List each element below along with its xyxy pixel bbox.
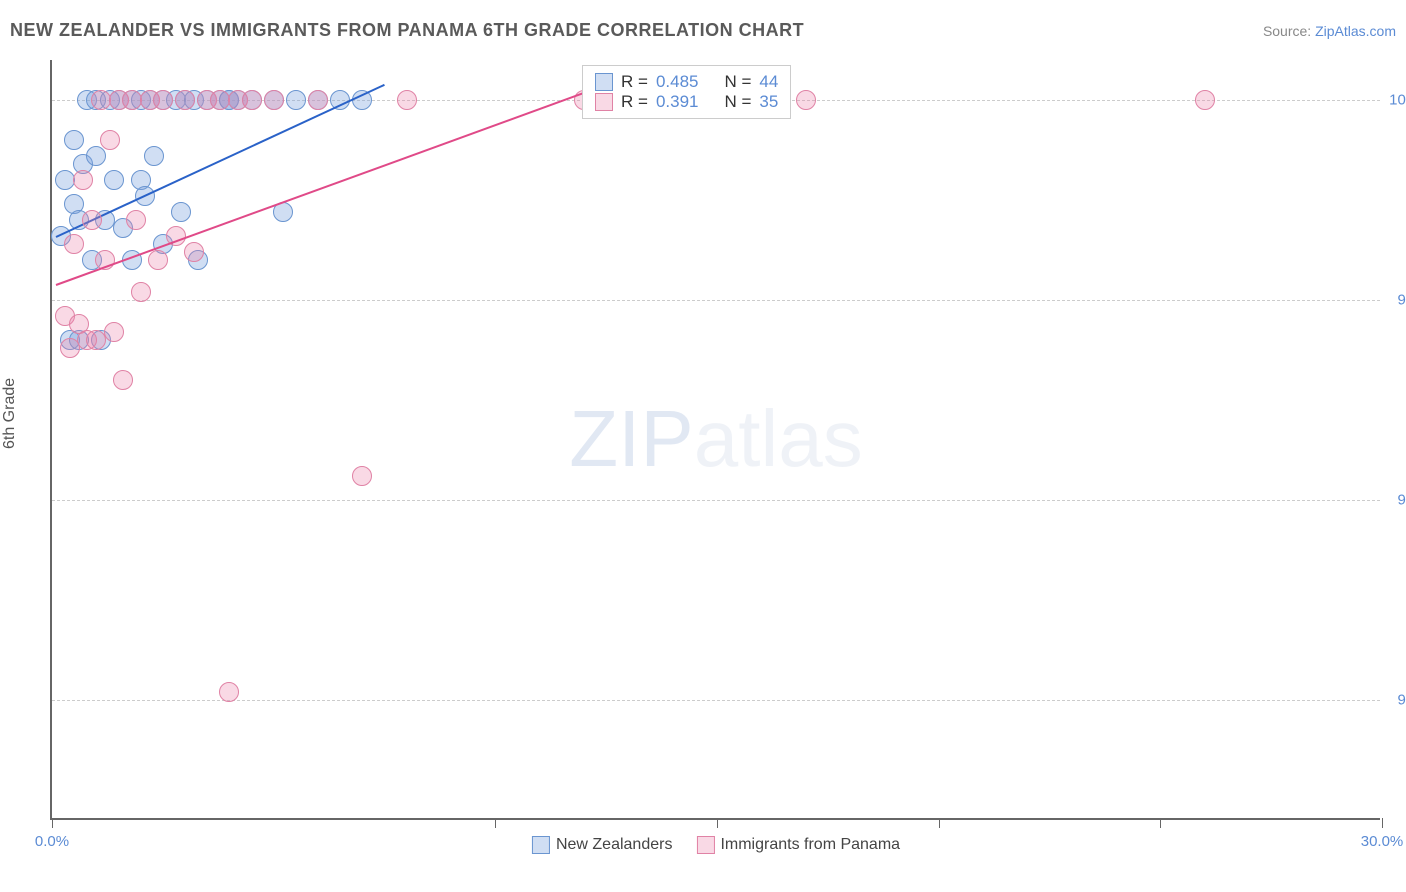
x-tick <box>1382 818 1383 828</box>
legend-swatch <box>696 836 714 854</box>
y-tick-label: 92.5% <box>1385 692 1406 709</box>
legend-item: Immigrants from Panama <box>696 836 900 854</box>
data-point <box>219 682 239 702</box>
n-value: 44 <box>759 72 778 92</box>
source-prefix: Source: <box>1263 23 1315 39</box>
x-tick-label: 0.0% <box>35 833 69 850</box>
data-point <box>144 146 164 166</box>
scatter-plot: ZIPatlas 92.5%95.0%97.5%100.0%0.0%30.0%R… <box>50 60 1380 820</box>
data-point <box>184 242 204 262</box>
data-point <box>82 210 102 230</box>
chart-header: NEW ZEALANDER VS IMMIGRANTS FROM PANAMA … <box>10 20 1396 41</box>
data-point <box>73 170 93 190</box>
data-point <box>148 250 168 270</box>
series-swatch <box>595 73 613 91</box>
data-point <box>126 210 146 230</box>
n-label: N = <box>724 72 751 92</box>
data-point <box>171 202 191 222</box>
data-point <box>242 90 262 110</box>
data-point <box>104 322 124 342</box>
data-point <box>100 130 120 150</box>
data-point <box>308 90 328 110</box>
data-point <box>264 90 284 110</box>
x-tick <box>52 818 53 828</box>
y-tick-label: 97.5% <box>1385 292 1406 309</box>
data-point <box>104 170 124 190</box>
x-tick <box>1160 818 1161 828</box>
watermark-bold: ZIP <box>569 394 693 483</box>
data-point <box>64 234 84 254</box>
y-tick-label: 100.0% <box>1385 92 1406 109</box>
x-tick-label: 30.0% <box>1361 833 1404 850</box>
data-point <box>352 466 372 486</box>
source-link[interactable]: ZipAtlas.com <box>1315 23 1396 39</box>
stats-row: R = 0.485 N = 44 <box>595 72 778 92</box>
series-swatch <box>595 93 613 111</box>
data-point <box>286 90 306 110</box>
watermark-rest: atlas <box>694 394 863 483</box>
gridline <box>52 300 1380 301</box>
legend-label: New Zealanders <box>556 836 673 854</box>
x-tick <box>717 818 718 828</box>
gridline <box>52 700 1380 701</box>
r-label: R = <box>621 92 648 112</box>
y-axis-label: 6th Grade <box>1 378 19 449</box>
stats-row: R = 0.391 N = 35 <box>595 92 778 112</box>
legend-item: New Zealanders <box>532 836 673 854</box>
gridline <box>52 500 1380 501</box>
watermark: ZIPatlas <box>569 393 862 485</box>
data-point <box>113 370 133 390</box>
legend-swatch <box>532 836 550 854</box>
legend: New Zealanders Immigrants from Panama <box>532 836 900 854</box>
data-point <box>397 90 417 110</box>
data-point <box>796 90 816 110</box>
data-point <box>153 90 173 110</box>
x-tick <box>495 818 496 828</box>
r-value: 0.485 <box>656 72 699 92</box>
n-value: 35 <box>759 92 778 112</box>
data-point <box>131 282 151 302</box>
data-point <box>175 90 195 110</box>
legend-label: Immigrants from Panama <box>720 836 900 854</box>
stats-box: R = 0.485 N = 44 R = 0.391 N = 35 <box>582 65 791 119</box>
chart-source: Source: ZipAtlas.com <box>1263 23 1396 39</box>
y-tick-label: 95.0% <box>1385 492 1406 509</box>
data-point <box>64 130 84 150</box>
r-value: 0.391 <box>656 92 699 112</box>
chart-title: NEW ZEALANDER VS IMMIGRANTS FROM PANAMA … <box>10 20 804 41</box>
n-label: N = <box>724 92 751 112</box>
data-point <box>86 146 106 166</box>
data-point <box>1195 90 1215 110</box>
r-label: R = <box>621 72 648 92</box>
x-tick <box>939 818 940 828</box>
